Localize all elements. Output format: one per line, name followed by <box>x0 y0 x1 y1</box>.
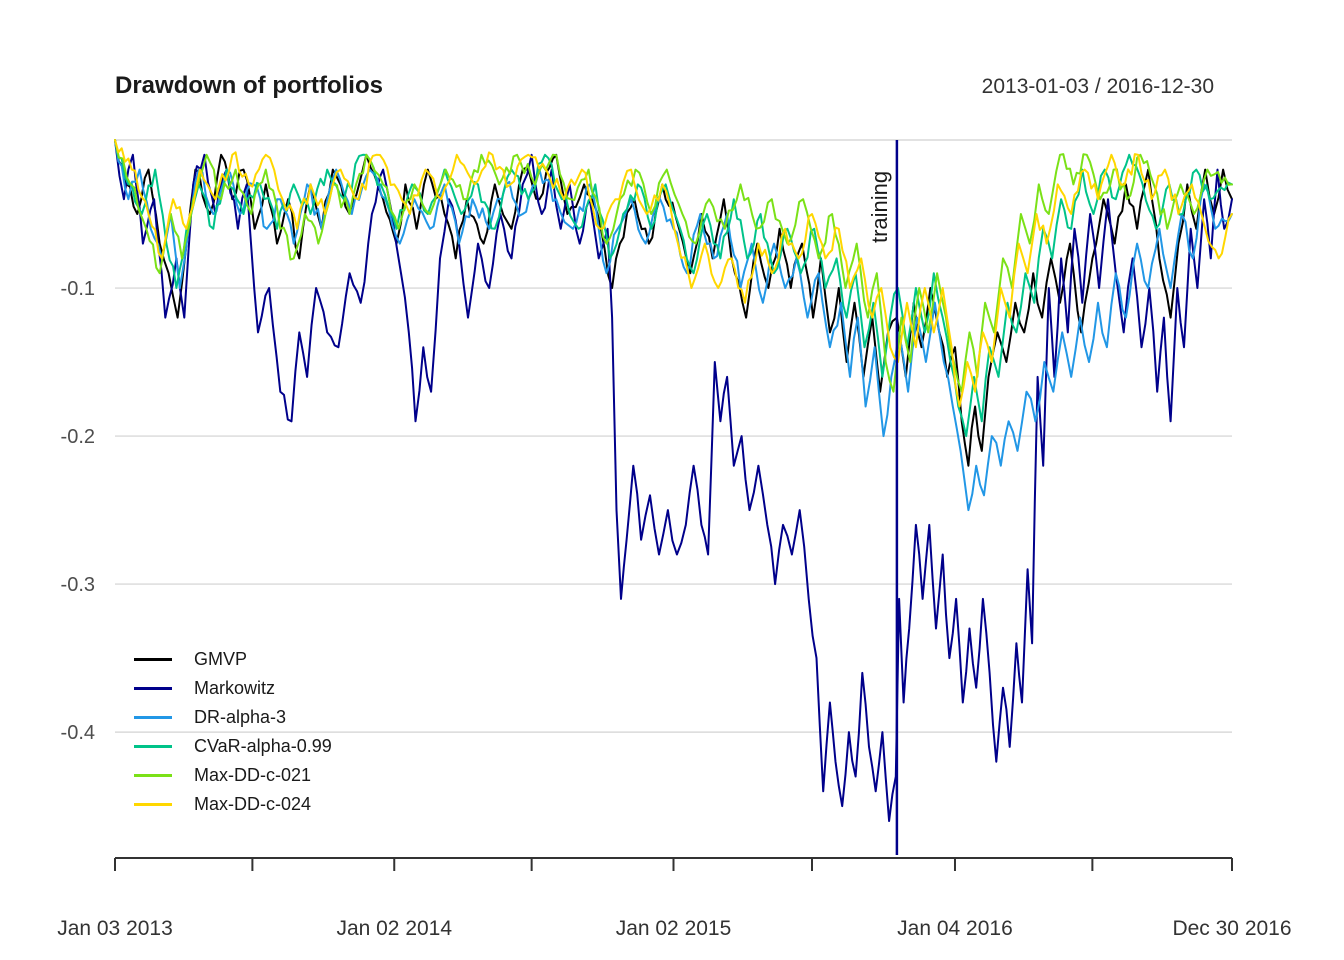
legend-line-swatch <box>134 745 172 748</box>
series-line-max-dd-c-024 <box>114 139 1233 408</box>
legend-line-swatch <box>134 658 172 661</box>
legend-line-swatch <box>134 774 172 777</box>
legend-item-markowitz: Markowitz <box>134 674 332 703</box>
legend-item-cvar-alpha-0-99: CVaR-alpha-0.99 <box>134 732 332 761</box>
x-axis-tick-label: Jan 02 2015 <box>616 917 732 940</box>
y-axis-tick-label: -0.3 <box>61 574 95 596</box>
legend-label: Markowitz <box>194 678 276 698</box>
chart-title: Drawdown of portfolios <box>115 72 383 99</box>
legend-label: Max-DD-c-021 <box>194 765 312 785</box>
legend-item-max-dd-c-024: Max-DD-c-024 <box>134 790 332 819</box>
legend-item-dr-alpha-3: DR-alpha-3 <box>134 703 332 732</box>
legend-label: GMVP <box>194 649 248 669</box>
legend-item-max-dd-c-021: Max-DD-c-021 <box>134 761 332 790</box>
legend-label: Max-DD-c-024 <box>194 794 312 814</box>
series-line-max-dd-c-021 <box>114 139 1233 393</box>
y-axis-tick-label: -0.4 <box>61 722 95 744</box>
legend-item-gmvp: GMVP <box>134 645 332 674</box>
legend-label: DR-alpha-3 <box>194 707 287 727</box>
x-axis-tick-label: Dec 30 2016 <box>1172 917 1291 940</box>
training-annotation-label: training <box>867 171 892 243</box>
chart-legend: GMVP Markowitz DR-alpha-3 CVaR-alpha-0.99 Ma… <box>134 645 332 819</box>
legend-line-swatch <box>134 803 172 806</box>
legend-line-swatch <box>134 716 172 719</box>
x-axis-tick-label: Jan 02 2014 <box>336 917 452 940</box>
x-axis-tick-label: Jan 04 2016 <box>897 917 1013 940</box>
chart-date-range: 2013-01-03 / 2016-12-30 <box>981 75 1214 98</box>
legend-line-swatch <box>134 687 172 690</box>
y-axis-tick-label: -0.2 <box>61 426 95 448</box>
legend-label: CVaR-alpha-0.99 <box>194 736 332 756</box>
series-group <box>114 139 1233 822</box>
series-line-markowitz <box>114 139 1233 822</box>
x-axis-tick-label: Jan 03 2013 <box>57 917 173 940</box>
y-axis-tick-label: -0.1 <box>61 278 95 300</box>
